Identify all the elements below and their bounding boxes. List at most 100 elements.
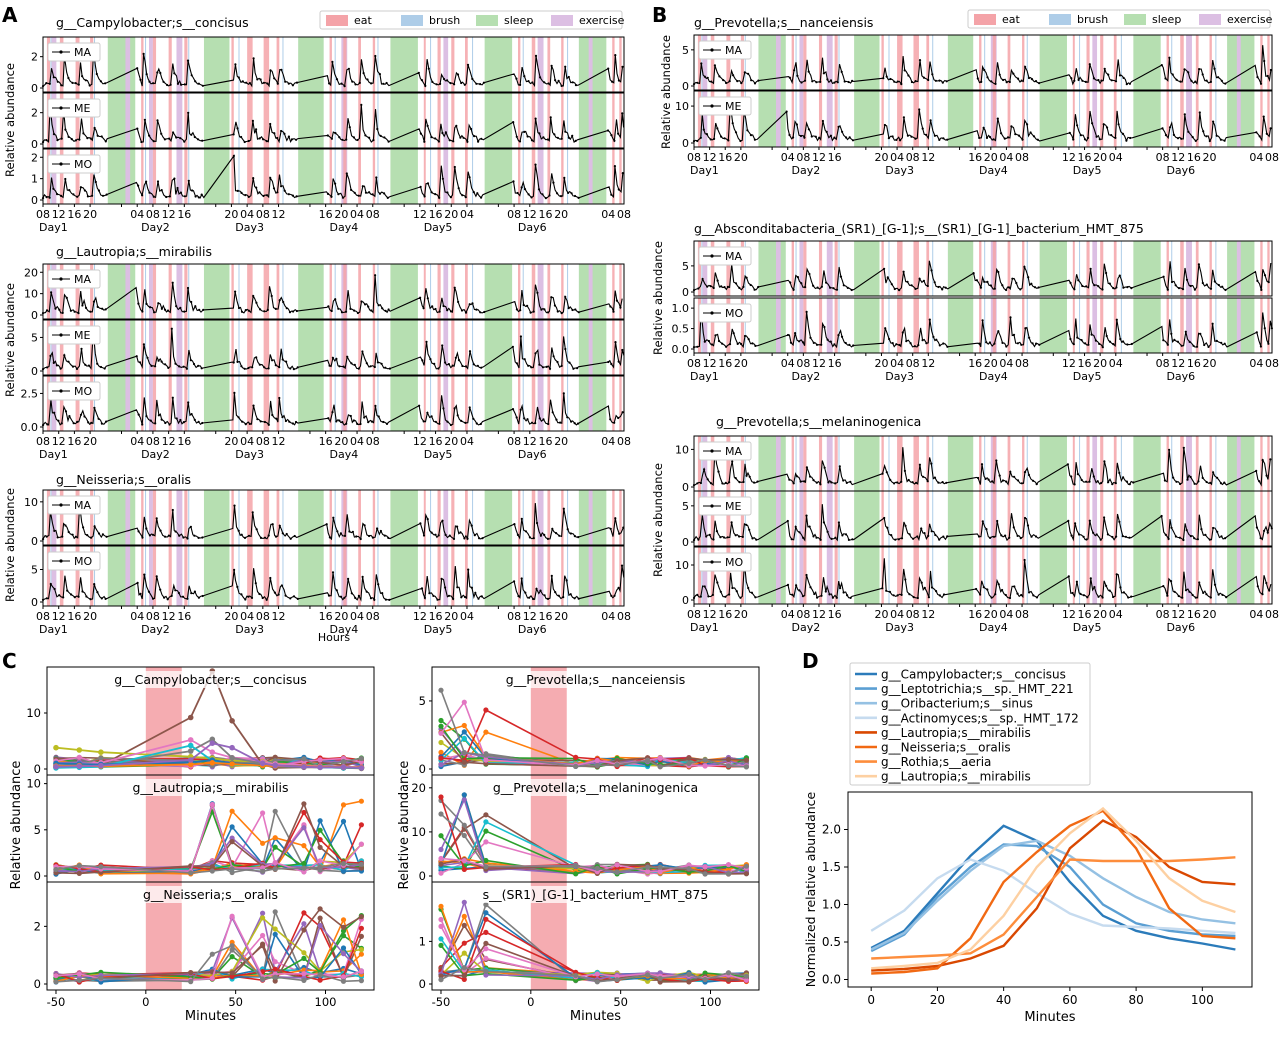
subject-legend <box>698 246 752 266</box>
brush-band <box>94 546 96 606</box>
hour-tick-label: 12 <box>703 151 717 164</box>
sample-point <box>1202 591 1205 595</box>
eat-band <box>726 547 731 604</box>
meal-response-point <box>272 966 278 972</box>
eat-band <box>740 241 744 296</box>
sample-point <box>1007 286 1011 289</box>
sleep-band <box>390 264 418 319</box>
eat-band <box>992 547 996 604</box>
y-axis-label: Relative abundance <box>3 488 17 602</box>
brush-band <box>50 546 52 606</box>
eat-band <box>518 376 521 431</box>
eat-band <box>343 376 347 431</box>
sample-point <box>843 80 846 83</box>
meal-response-point <box>657 869 663 875</box>
x-tick-label: 80 <box>1128 993 1143 1007</box>
sample-point <box>52 361 55 364</box>
sample-point <box>327 594 331 597</box>
eat-band <box>803 547 807 604</box>
sample-point <box>1260 288 1263 291</box>
sample-point <box>1187 71 1190 74</box>
sample-point <box>788 76 792 79</box>
day-label: Day6 <box>518 623 547 636</box>
meal-response-point <box>573 871 579 877</box>
sample-point <box>528 536 532 539</box>
hour-tick-label: 16 <box>968 151 982 164</box>
meal-response-point <box>438 903 444 910</box>
sample-point <box>1168 448 1171 451</box>
meal-response-point <box>301 843 307 849</box>
sample-point <box>1076 124 1079 127</box>
eat-band <box>75 376 80 431</box>
sample-point <box>534 163 537 166</box>
sample-point <box>52 133 56 136</box>
meal-response-point <box>301 860 307 867</box>
sample-point <box>244 423 247 426</box>
sample-point <box>1182 446 1185 449</box>
sample-point <box>289 597 292 600</box>
nosample-gap <box>1024 436 1040 491</box>
sample-point <box>258 137 261 140</box>
hour-tick-label: 16 <box>319 610 333 623</box>
sample-point <box>1010 125 1013 128</box>
sample-point <box>345 138 348 141</box>
meal-response-point <box>187 737 194 743</box>
brush-band <box>377 546 379 606</box>
sample-point <box>367 421 370 424</box>
sample-point <box>567 136 571 139</box>
subject-label: MO <box>725 556 743 569</box>
sample-point <box>438 196 441 199</box>
sample-point <box>74 139 77 142</box>
sample-point <box>1182 538 1185 542</box>
hour-tick-label: 16 <box>1187 357 1201 370</box>
sample-point <box>795 475 799 478</box>
sample-point <box>1265 581 1268 585</box>
sample-point <box>1256 585 1259 588</box>
hour-tick-label: 04 <box>1249 151 1263 164</box>
sample-point <box>820 285 824 288</box>
nosample-gap <box>563 37 579 92</box>
sample-point <box>288 420 291 423</box>
sample-point <box>614 341 617 344</box>
sample-point <box>348 530 351 533</box>
sample-point <box>609 527 612 530</box>
eat-band <box>343 264 347 319</box>
sample-point <box>842 284 845 287</box>
eat-band <box>561 37 564 92</box>
brush-band <box>1171 491 1173 546</box>
sample-point <box>527 80 530 83</box>
hour-tick-label: 20 <box>554 610 568 623</box>
series-line <box>870 843 1236 953</box>
hour-tick-label: 04 <box>781 151 795 164</box>
hour-tick-label: 08 <box>1156 357 1170 370</box>
eat-band <box>184 93 188 148</box>
sample-point <box>1179 80 1182 83</box>
y-tick-label: 0 <box>34 869 41 883</box>
hour-tick-label: 16 <box>1187 151 1201 164</box>
sample-point <box>1100 481 1103 485</box>
sample-point <box>938 594 941 597</box>
sample-point <box>103 367 106 370</box>
sample-point <box>1020 482 1024 485</box>
sample-point <box>67 530 70 534</box>
sample-point <box>989 536 992 540</box>
hour-tick-label: 08 <box>507 435 521 448</box>
meal-response-line <box>55 862 362 874</box>
sample-point <box>1098 342 1101 345</box>
y-tick-label: 10 <box>675 559 689 572</box>
sample-point <box>1162 275 1165 278</box>
eat-band <box>59 490 64 545</box>
sample-point <box>426 518 429 521</box>
sample-point <box>1016 479 1020 482</box>
sample-point <box>923 586 926 590</box>
sample-point <box>1086 596 1089 599</box>
meal-response-line <box>55 742 362 769</box>
meal-response-line <box>440 857 747 873</box>
sample-point <box>353 191 356 194</box>
sample-point <box>142 343 145 346</box>
sample-point <box>574 139 577 142</box>
sleep-band <box>107 37 136 92</box>
sample-point <box>1075 580 1078 583</box>
sample-point <box>1198 581 1201 584</box>
sample-point <box>721 482 724 485</box>
